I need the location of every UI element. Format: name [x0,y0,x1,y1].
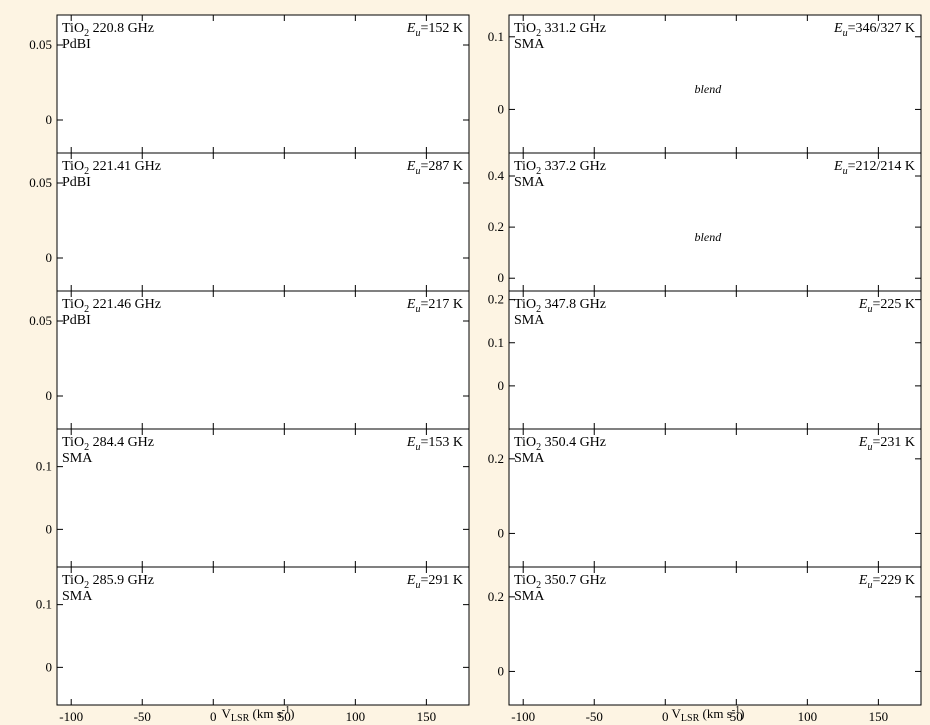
instrument-label: SMA [514,313,545,328]
molecule-label: TiO2 284.4 GHz [62,435,154,453]
y-tick-label: 0.1 [488,29,504,44]
upper-energy-label: Eu=346/327 K [833,21,915,39]
instrument-label: SMA [514,175,545,190]
y-tick-label: 0.05 [29,37,52,52]
upper-energy-label: Eu=225 K [858,297,915,315]
upper-energy-label: Eu=153 K [406,435,463,453]
panel-frame [56,428,470,568]
upper-energy-label: Eu=217 K [406,297,463,315]
x-tick-label: -50 [134,709,151,724]
y-tick-label: 0 [498,101,505,116]
y-tick-label: 0.05 [29,175,52,190]
x-tick-label: 0 [662,709,669,724]
instrument-label: SMA [514,589,545,604]
y-tick-label: 0.1 [36,597,52,612]
molecule-label: TiO2 285.9 GHz [62,573,154,591]
x-axis-label-left: VLSR (km s-1) [222,705,295,724]
x-axis-label-right: VLSR (km s-1) [672,705,745,724]
y-tick-label: 0 [46,388,53,403]
panel-frame [508,14,922,154]
x-tick-label: 50 [278,709,291,724]
y-tick-label: 0 [498,663,505,678]
y-tick-label: 0.1 [488,335,504,350]
molecule-label: TiO2 220.8 GHz [62,21,154,39]
y-tick-label: 0.2 [488,451,504,466]
instrument-label: PdBI [62,313,91,328]
y-tick-label: 0 [498,270,505,285]
y-tick-label: 0.2 [488,219,504,234]
molecule-label: TiO2 221.46 GHz [62,297,161,315]
y-tick-label: 0 [46,250,53,265]
y-tick-label: 0 [46,659,53,674]
panel-frame [508,152,922,292]
molecule-label: TiO2 347.8 GHz [514,297,606,315]
panel-frame [56,566,470,706]
panel-frame [508,566,922,706]
molecule-label: TiO2 350.7 GHz [514,573,606,591]
y-tick-label: 0 [498,525,505,540]
upper-energy-label: Eu=212/214 K [833,159,915,177]
instrument-label: SMA [62,589,93,604]
x-tick-label: -50 [586,709,603,724]
instrument-label: PdBI [62,175,91,190]
upper-energy-label: Eu=152 K [406,21,463,39]
panel-frame [508,428,922,568]
blend-annotation: blend [695,82,723,96]
y-tick-label: 0 [46,521,53,536]
instrument-label: SMA [514,451,545,466]
instrument-label: SMA [62,451,93,466]
upper-energy-label: Eu=229 K [858,573,915,591]
panel-frame [56,290,470,430]
instrument-label: PdBI [62,37,91,52]
molecule-label: TiO2 350.4 GHz [514,435,606,453]
panel-frame [508,290,922,430]
x-tick-label: 0 [210,709,217,724]
upper-energy-label: Eu=291 K [406,573,463,591]
x-tick-label: 50 [730,709,743,724]
x-tick-label: 150 [869,709,889,724]
molecule-label: TiO2 337.2 GHz [514,159,606,177]
x-tick-label: -100 [59,709,83,724]
molecule-label: TiO2 331.2 GHz [514,21,606,39]
upper-energy-label: Eu=231 K [858,435,915,453]
blend-annotation: blend [695,230,723,244]
y-tick-label: 0.4 [488,168,505,183]
panel-frame [56,152,470,292]
molecule-label: TiO2 221.41 GHz [62,159,161,177]
y-tick-label: 0.2 [488,292,504,307]
upper-energy-label: Eu=287 K [406,159,463,177]
y-tick-label: 0 [498,378,505,393]
x-tick-label: 100 [798,709,818,724]
x-tick-label: 100 [346,709,366,724]
y-tick-label: 0.1 [36,459,52,474]
panel-frame [56,14,470,154]
y-tick-label: 0 [46,112,53,127]
instrument-label: SMA [514,37,545,52]
x-tick-label: 150 [417,709,437,724]
y-tick-label: 0.2 [488,589,504,604]
y-tick-label: 0.05 [29,313,52,328]
x-tick-label: -100 [511,709,535,724]
